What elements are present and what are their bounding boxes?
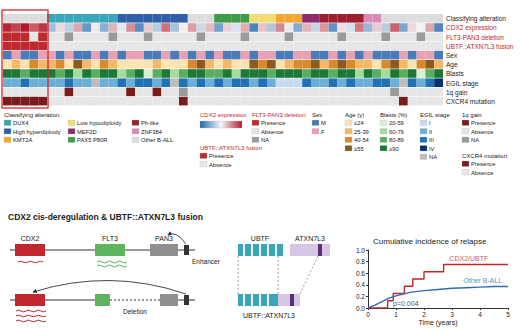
svg-text:Blasts (%): Blasts (%) (380, 112, 407, 118)
svg-text:MEF2D: MEF2D (77, 129, 97, 135)
svg-text:NA: NA (429, 154, 437, 160)
svg-text:Classifying alteration: Classifying alteration (4, 112, 59, 118)
svg-text:ZNF384: ZNF384 (141, 129, 163, 135)
svg-text:0.0: 0.0 (356, 305, 365, 312)
svg-text:60-79: 60-79 (389, 129, 404, 135)
svg-text:Absence: Absence (471, 170, 494, 176)
svg-text:III: III (429, 137, 434, 143)
svg-text:UBTF: UBTF (251, 235, 269, 242)
svg-text:UBTF::ATXN7L3 fusion: UBTF::ATXN7L3 fusion (446, 43, 514, 50)
svg-text:I: I (429, 120, 431, 126)
svg-text:Presence: Presence (261, 120, 286, 126)
svg-text:CXCR4 mutation: CXCR4 mutation (462, 153, 507, 159)
svg-text:UBTF::ATXN7L3: UBTF::ATXN7L3 (243, 312, 295, 319)
svg-text:FLT3-PAN3 deletion: FLT3-PAN3 deletion (446, 34, 504, 41)
svg-text:EGIL stage: EGIL stage (420, 112, 450, 118)
svg-text:0.2: 0.2 (356, 293, 365, 300)
svg-text:FLT3: FLT3 (102, 235, 118, 242)
svg-text:High hyperdiploidy: High hyperdiploidy (13, 129, 61, 135)
svg-text:Cumulative incidence of relaps: Cumulative incidence of relapse (373, 237, 487, 246)
svg-text:Deletion: Deletion (123, 308, 147, 315)
svg-text:Time (years): Time (years) (418, 319, 457, 327)
svg-text:DUX4: DUX4 (13, 120, 29, 126)
svg-text:UBTF::ATXN7L3 fusion: UBTF::ATXN7L3 fusion (200, 145, 262, 151)
svg-text:1: 1 (394, 311, 398, 318)
svg-text:1q gain: 1q gain (462, 112, 482, 118)
svg-text:KMT2A: KMT2A (13, 137, 32, 143)
svg-text:40-54: 40-54 (354, 137, 370, 143)
svg-text:M: M (321, 120, 326, 126)
svg-text:Low hypodiploidy: Low hypodiploidy (77, 120, 122, 126)
svg-text:NA: NA (261, 137, 269, 143)
svg-text:Ph-like: Ph-like (141, 120, 159, 126)
svg-text:Presence: Presence (471, 161, 496, 167)
svg-text:FLT3-PAN3 deletion: FLT3-PAN3 deletion (252, 112, 305, 118)
svg-text:Absence: Absence (471, 129, 494, 135)
svg-text:PAN3: PAN3 (155, 235, 173, 242)
svg-text:0.6: 0.6 (356, 270, 365, 277)
svg-text:Age: Age (446, 61, 458, 69)
svg-text:p=0.004: p=0.004 (393, 300, 419, 308)
svg-text:0: 0 (366, 311, 370, 318)
svg-text:≥55: ≥55 (354, 146, 364, 152)
svg-text:2: 2 (422, 311, 426, 318)
svg-text:4: 4 (478, 311, 482, 318)
svg-text:F: F (321, 129, 325, 135)
svg-text:ATXN7L3: ATXN7L3 (295, 235, 325, 242)
svg-text:Sex: Sex (446, 52, 458, 59)
svg-text:Other B-ALL: Other B-ALL (141, 137, 174, 143)
svg-text:20-59: 20-59 (389, 120, 404, 126)
svg-text:CDX2/UBTF: CDX2/UBTF (449, 255, 488, 262)
svg-text:CDX2: CDX2 (21, 235, 40, 242)
svg-text:0.4: 0.4 (356, 281, 365, 288)
svg-text:CDX2 expression: CDX2 expression (446, 24, 497, 32)
svg-text:5: 5 (506, 311, 510, 318)
svg-text:Other B-ALL: Other B-ALL (463, 277, 502, 284)
svg-text:CDX2 expression: CDX2 expression (200, 112, 247, 118)
svg-text:Presence: Presence (471, 120, 496, 126)
svg-text:EGIL stage: EGIL stage (446, 80, 479, 88)
svg-text:Enhancer: Enhancer (192, 258, 221, 265)
svg-text:1.0: 1.0 (356, 247, 365, 254)
svg-text:0.8: 0.8 (356, 258, 365, 265)
svg-text:Absence: Absence (261, 129, 284, 135)
svg-text:Sex: Sex (312, 112, 322, 118)
svg-text:1q gain: 1q gain (446, 89, 468, 97)
svg-text:CDX2 cis-deregulation & UBTF::: CDX2 cis-deregulation & UBTF::ATXN7L3 fu… (8, 212, 203, 222)
svg-text:II: II (429, 129, 433, 135)
svg-text:Age (y): Age (y) (345, 112, 364, 118)
svg-text:Classifying alteration: Classifying alteration (446, 15, 506, 23)
svg-text:Blasts: Blasts (446, 70, 464, 77)
svg-text:≤24: ≤24 (354, 120, 364, 126)
svg-text:IV: IV (429, 146, 435, 152)
svg-text:25-39: 25-39 (354, 129, 369, 135)
svg-text:NA: NA (471, 137, 479, 143)
svg-text:3: 3 (450, 311, 454, 318)
svg-text:CXCR4 mutation: CXCR4 mutation (446, 98, 495, 105)
svg-text:80-89: 80-89 (389, 137, 404, 143)
svg-text:Presence: Presence (209, 153, 234, 159)
svg-text:≥90: ≥90 (389, 146, 399, 152)
svg-text:PAX5 P80R: PAX5 P80R (77, 137, 108, 143)
svg-text:Absence: Absence (209, 162, 232, 168)
